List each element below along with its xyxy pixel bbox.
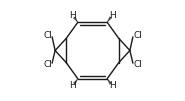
Text: Cl: Cl	[43, 31, 52, 40]
Text: H: H	[69, 11, 76, 20]
Text: H: H	[109, 81, 116, 90]
Text: Cl: Cl	[43, 60, 52, 69]
Text: Cl: Cl	[133, 60, 142, 69]
Text: Cl: Cl	[133, 31, 142, 40]
Text: H: H	[109, 11, 116, 20]
Text: H: H	[69, 81, 76, 90]
